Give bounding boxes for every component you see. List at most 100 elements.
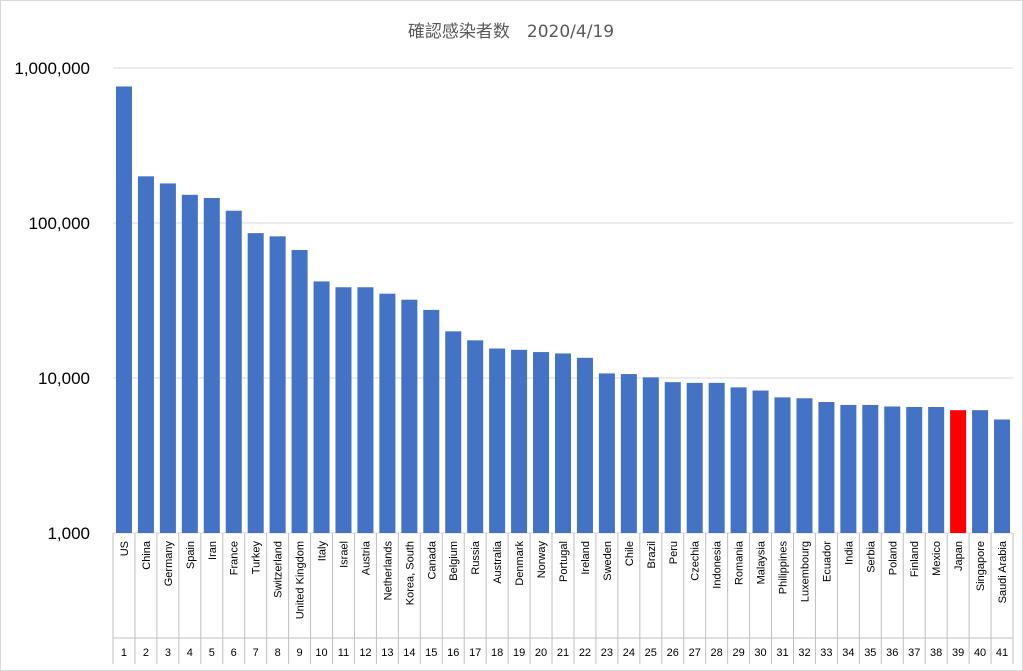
x-category-label: Peru (668, 541, 680, 564)
bar (752, 390, 769, 533)
x-rank-label: 5 (209, 647, 215, 659)
chart-title: 確認感染者数 2020/4/19 (408, 22, 614, 42)
y-tick-label: 10,000 (38, 369, 90, 388)
x-rank-label: 33 (820, 647, 832, 659)
x-category-label: Serbia (865, 540, 877, 573)
x-category-label: Luxembourg (799, 541, 811, 602)
x-rank-label: 39 (952, 647, 964, 659)
x-category-label: Romania (734, 540, 746, 585)
x-category-label: United Kingdom (295, 541, 307, 619)
bar (686, 382, 703, 533)
bar (247, 233, 264, 533)
bar (533, 352, 550, 533)
x-rank-label: 21 (557, 647, 569, 659)
bar (423, 309, 440, 533)
bar (664, 382, 681, 533)
x-rank-label: 20 (535, 647, 547, 659)
bar (269, 236, 286, 533)
bar (554, 353, 572, 533)
x-rank-label: 10 (315, 647, 327, 659)
bar (401, 299, 418, 533)
x-category-label: Iran (207, 541, 219, 560)
x-category-label: US (119, 541, 131, 556)
bar (181, 194, 198, 533)
x-rank-label: 12 (359, 647, 371, 659)
y-tick-label: 1,000,000 (14, 59, 90, 78)
bar (137, 176, 154, 534)
x-category-label: Philippines (778, 541, 790, 595)
x-rank-label: 25 (645, 647, 657, 659)
bar (159, 183, 176, 534)
x-rank-label: 6 (231, 647, 237, 659)
x-category-label: France (229, 541, 241, 575)
bar (313, 281, 330, 533)
x-rank-label: 19 (513, 647, 525, 659)
x-category-label: Switzerland (273, 541, 285, 598)
x-rank-label: 1 (121, 647, 127, 659)
x-rank-label: 41 (996, 647, 1008, 659)
x-rank-label: 37 (908, 647, 920, 659)
x-category-label: Australia (492, 540, 504, 584)
x-category-label: Belgium (448, 541, 460, 581)
bar (818, 402, 835, 533)
bar (291, 249, 308, 533)
x-rank-label: 18 (491, 647, 503, 659)
bar (489, 348, 506, 533)
bar (511, 349, 528, 533)
bar (906, 406, 923, 533)
x-rank-label: 14 (403, 647, 415, 659)
x-rank-label: 35 (864, 647, 876, 659)
x-rank-label: 13 (381, 647, 393, 659)
x-category-label: Finland (909, 541, 921, 577)
y-axis: 1,000 10,000 100,000 1,000,000 (14, 59, 90, 543)
x-rank-label: 8 (275, 647, 281, 659)
x-category-label: Germany (163, 541, 175, 587)
y-tick-label: 1,000 (47, 524, 90, 543)
x-rank-label: 24 (623, 647, 635, 659)
x-rank-label: 7 (253, 647, 259, 659)
x-rank-label: 26 (667, 647, 679, 659)
bar (642, 377, 659, 533)
bar (884, 406, 901, 533)
x-rank-label: 22 (579, 647, 591, 659)
x-rank-label: 3 (165, 647, 171, 659)
x-category-label: Israel (338, 541, 350, 568)
bar (379, 293, 396, 533)
x-category-label: Brazil (646, 541, 658, 569)
x-category-label: Singapore (975, 541, 987, 591)
x-rank-label: 11 (338, 647, 349, 659)
x-rank-label: 31 (776, 647, 788, 659)
x-rank-label: 40 (974, 647, 986, 659)
x-rank-label: 32 (798, 647, 810, 659)
bar (115, 86, 132, 534)
y-tick-label: 100,000 (29, 214, 90, 233)
bar (862, 404, 879, 533)
x-category-label: China (141, 540, 153, 570)
x-rank-label: 23 (601, 647, 613, 659)
x-rank-label: 38 (930, 647, 942, 659)
x-rank-label: 17 (469, 647, 481, 659)
x-category-label: Poland (887, 541, 899, 575)
x-category-label: Chile (624, 541, 636, 566)
x-category-label: Norway (536, 541, 548, 579)
x-rank-label: 28 (711, 647, 723, 659)
bar (950, 410, 967, 533)
x-rank-label: 29 (732, 647, 744, 659)
bar (225, 210, 242, 533)
x-category-label: Czechia (690, 540, 702, 581)
bars (115, 86, 1011, 534)
x-rank-label: 30 (754, 647, 766, 659)
bar (598, 373, 615, 533)
x-category-label: Denmark (514, 541, 526, 586)
x-category-label: Italy (317, 541, 329, 562)
bar (730, 387, 747, 533)
bar (335, 287, 352, 533)
x-rank-label: 15 (425, 647, 437, 659)
x-category-label: Sweden (602, 541, 614, 581)
x-category-label: Russia (470, 540, 482, 575)
x-category-label: Saudi Arabia (997, 540, 1009, 603)
bar (467, 340, 484, 533)
x-category-label: Austria (360, 540, 372, 575)
x-category-label: India (843, 540, 855, 565)
